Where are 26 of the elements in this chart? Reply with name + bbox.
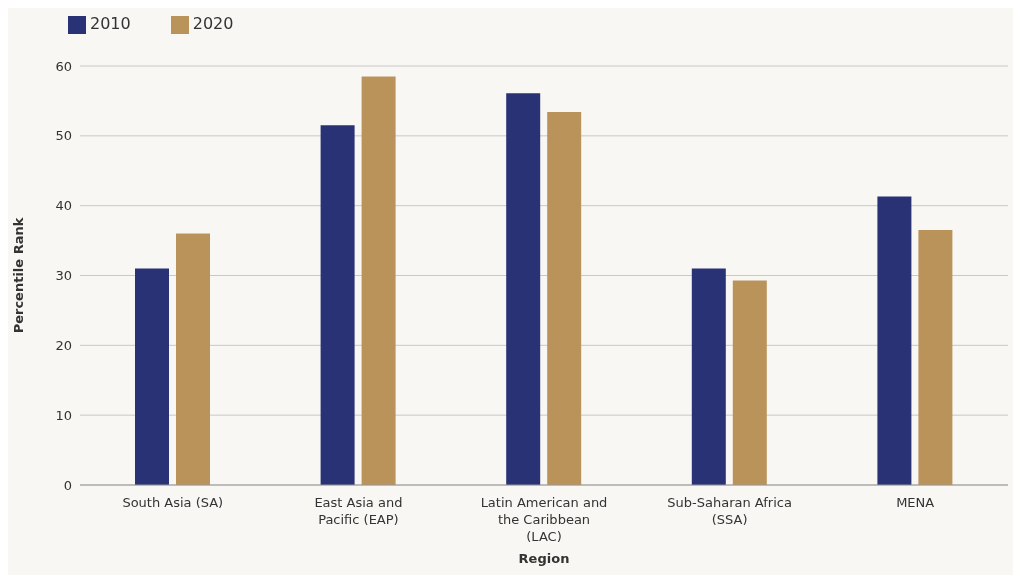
y-tick-label: 60	[55, 58, 72, 74]
y-axis-title: Percentile Rank	[10, 217, 26, 334]
y-tick-label: 10	[55, 407, 72, 423]
bar	[176, 233, 210, 485]
bar	[877, 196, 912, 485]
bar	[361, 76, 396, 485]
x-tick-label: East Asia and Pacific (EAP)	[314, 495, 403, 527]
y-tick-label: 50	[55, 128, 72, 144]
bar	[691, 268, 726, 485]
bar	[918, 230, 953, 485]
bar	[135, 268, 169, 485]
y-tick-label: 40	[55, 198, 72, 214]
x-axis-title: Region	[518, 551, 570, 566]
x-tick-label: South Asia (SA)	[122, 495, 224, 510]
bar	[320, 125, 355, 485]
bar	[506, 93, 541, 485]
bar	[547, 112, 582, 485]
legend-label: 2010	[90, 14, 131, 33]
x-tick-label: MENA	[896, 495, 935, 510]
legend-label: 2020	[192, 14, 234, 33]
bar	[732, 280, 767, 485]
y-tick-label: 30	[55, 268, 72, 284]
x-tick-label: Sub-Saharan Africa (SSA)	[667, 495, 792, 527]
y-tick-label: 20	[55, 337, 72, 353]
y-tick-label: 0	[63, 477, 72, 493]
x-tick-label: Latin American and the Caribbean (LAC)	[480, 495, 608, 544]
